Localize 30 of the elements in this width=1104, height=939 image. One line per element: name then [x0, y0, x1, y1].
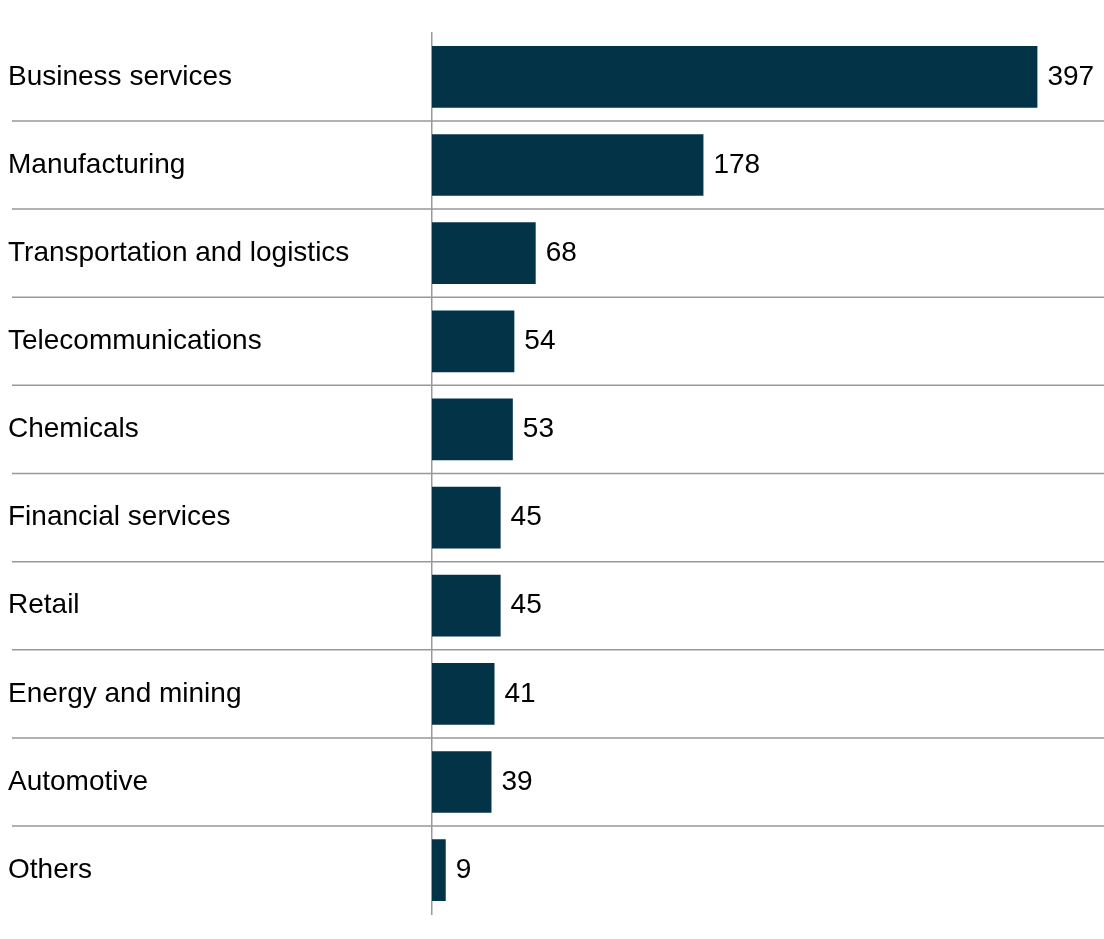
y-tick-label: Chemicals — [8, 412, 139, 444]
bar — [432, 751, 492, 813]
data-label: 54 — [524, 324, 556, 356]
data-label: 45 — [510, 500, 542, 532]
bar — [432, 46, 1038, 108]
data-label: 41 — [504, 676, 536, 708]
bar — [432, 222, 536, 284]
data-label: 39 — [501, 764, 533, 796]
data-label: 45 — [510, 588, 542, 620]
bar — [432, 310, 515, 373]
y-tick-label: Others — [8, 852, 93, 884]
bar — [432, 663, 495, 725]
y-tick-label: Energy and mining — [8, 676, 242, 708]
data-label: 68 — [545, 235, 577, 267]
y-tick-label: Transportation and logistics — [8, 235, 350, 267]
y-tick-label: Financial services — [8, 500, 231, 532]
y-tick-label: Automotive — [8, 764, 149, 796]
y-tick-label: Manufacturing — [8, 147, 186, 179]
y-tick-label: Retail — [8, 588, 80, 620]
bar — [432, 486, 501, 549]
bar — [432, 839, 446, 901]
bar — [432, 574, 501, 637]
data-label: 178 — [713, 147, 761, 179]
bar — [432, 134, 704, 196]
data-label: 9 — [455, 852, 472, 884]
data-label: 397 — [1047, 59, 1095, 91]
y-tick-label: Telecommunications — [8, 324, 262, 356]
data-label: 53 — [522, 412, 554, 444]
y-tick-label: Business services — [8, 59, 233, 91]
bar — [432, 398, 513, 461]
